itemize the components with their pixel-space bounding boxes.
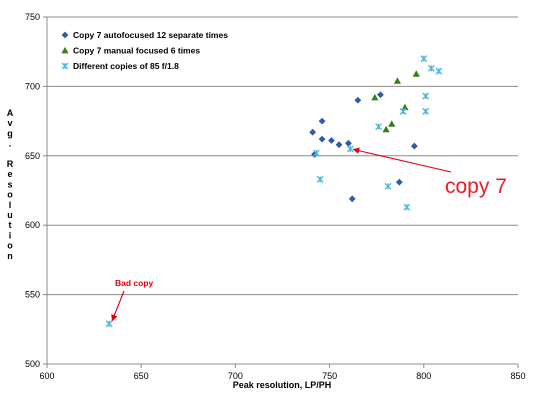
- triangle-marker: [382, 125, 390, 133]
- data-point: [328, 137, 335, 144]
- data-point: [384, 182, 392, 190]
- x-star-marker: [427, 64, 435, 72]
- data-point: [377, 91, 384, 99]
- data-point: [388, 120, 396, 127]
- series-3: [105, 55, 443, 328]
- gridlines: [47, 16, 518, 296]
- diamond-marker: [318, 135, 326, 143]
- axes: [43, 16, 519, 368]
- x-tick-label: 600: [39, 371, 54, 381]
- y-tick-label: 550: [25, 290, 40, 300]
- triangle-marker: [388, 120, 396, 127]
- data-point: [395, 178, 403, 186]
- data-point: [410, 142, 418, 150]
- data-point: [309, 128, 317, 136]
- x-star-marker: [375, 123, 383, 131]
- data-point: [427, 64, 435, 72]
- legend-item: Copy 7 autofocused 12 separate times: [61, 30, 228, 40]
- annotations: Bad copy copy 7: [111, 147, 507, 322]
- data-point: [318, 117, 326, 125]
- data-point: [348, 195, 356, 203]
- bad-copy-label: Bad copy: [115, 278, 154, 288]
- data-point: [420, 55, 428, 63]
- triangle-marker: [393, 77, 402, 84]
- series-1: [309, 91, 418, 203]
- data-point: [346, 145, 354, 153]
- series-2: [371, 70, 420, 133]
- diamond-marker: [335, 141, 343, 149]
- legend-label: Copy 7 manual focused 6 times: [73, 46, 200, 56]
- x-tick-label: 700: [228, 371, 243, 381]
- diamond-marker: [348, 195, 356, 203]
- bad-copy-arrow: [111, 290, 125, 322]
- data-point: [382, 125, 390, 133]
- y-tick-label: 500: [25, 359, 40, 369]
- x-star-marker: [61, 62, 69, 70]
- diamond-marker: [61, 31, 69, 39]
- x-star-marker: [420, 55, 428, 63]
- data-point: [412, 70, 420, 77]
- legend-item: Copy 7 manual focused 6 times: [61, 46, 200, 56]
- x-star-marker: [312, 149, 320, 157]
- x-star-marker: [422, 92, 430, 100]
- diamond-marker: [318, 117, 326, 125]
- data-point: [375, 123, 383, 131]
- data-point: [345, 139, 352, 147]
- legend: Copy 7 autofocused 12 separate times Copy…: [61, 30, 228, 71]
- triangle-marker: [61, 46, 69, 54]
- data-point: [403, 203, 411, 211]
- diamond-marker: [377, 91, 384, 99]
- x-tick-label: 800: [416, 371, 431, 381]
- y-tick-label: 650: [25, 151, 40, 161]
- diamond-marker: [354, 96, 362, 104]
- x-star-marker: [422, 107, 430, 115]
- diamond-marker: [410, 142, 418, 150]
- copy-7-label: copy 7: [445, 175, 507, 198]
- triangle-marker: [371, 93, 379, 101]
- diamond-marker: [395, 178, 403, 186]
- x-star-marker: [346, 145, 354, 153]
- tick-labels: 600 650 700 750 800 850 500 550 600 650 700 750: [25, 12, 526, 381]
- legend-item: Different copies of 85 f/1.8: [61, 61, 179, 71]
- data-point: [316, 175, 324, 183]
- data-point: [422, 107, 430, 115]
- diamond-marker: [328, 137, 335, 144]
- x-star-marker: [105, 320, 113, 328]
- x-tick-label: 850: [510, 371, 525, 381]
- legend-label: Copy 7 autofocused 12 separate times: [73, 30, 228, 40]
- data-point: [393, 77, 402, 84]
- data-points: [105, 55, 443, 328]
- data-point: [422, 92, 430, 100]
- data-point: [371, 93, 379, 101]
- x-star-marker: [435, 67, 443, 75]
- y-tick-label: 700: [25, 81, 40, 91]
- data-point: [312, 149, 320, 157]
- data-point: [335, 141, 343, 149]
- copy-7-arrow: [352, 147, 452, 173]
- x-star-marker: [403, 203, 411, 211]
- triangle-marker: [412, 70, 420, 77]
- data-point: [399, 107, 407, 115]
- legend-label: Different copies of 85 f/1.8: [73, 61, 179, 71]
- x-tick-label: 650: [134, 371, 149, 381]
- y-tick-label: 600: [25, 220, 40, 230]
- x-star-marker: [384, 182, 392, 190]
- x-star-marker: [399, 107, 407, 115]
- x-star-marker: [316, 175, 324, 183]
- data-point: [318, 135, 326, 143]
- diamond-marker: [309, 128, 317, 136]
- data-point: [354, 96, 362, 104]
- data-point: [435, 67, 443, 75]
- x-tick-label: 750: [322, 371, 337, 381]
- diamond-marker: [345, 139, 352, 147]
- x-axis-title: Peak resolution, LP/PH: [233, 380, 332, 390]
- y-tick-label: 750: [25, 12, 40, 22]
- data-point: [105, 320, 113, 328]
